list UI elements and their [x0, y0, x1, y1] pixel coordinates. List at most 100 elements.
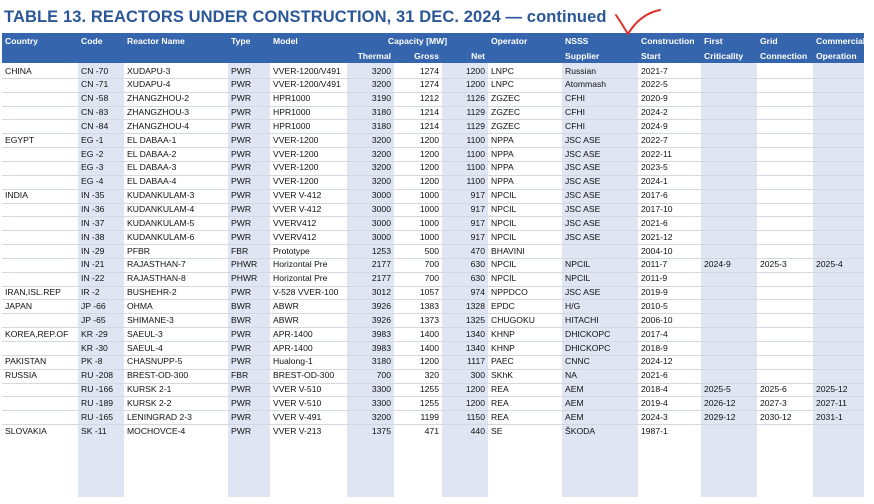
table-cell: EG -4 — [81, 176, 104, 187]
table-cell: 2027-3 — [760, 397, 787, 408]
table-cell: IN -29 — [81, 245, 105, 256]
table-title: TABLE 13. REACTORS UNDER CONSTRUCTION, 3… — [4, 8, 607, 26]
header-cell: Model — [273, 36, 298, 46]
table-cell: 2023-5 — [641, 162, 668, 173]
table-cell: 2024-12 — [641, 356, 673, 367]
table-cell: NPCIL — [491, 259, 517, 270]
table-cell: Horizontal Pre — [273, 273, 328, 284]
table-cell: PFBR — [127, 245, 150, 256]
table-cell: NA — [565, 370, 577, 381]
table-cell: HPR1000 — [273, 120, 311, 131]
table-cell: PWR — [231, 397, 252, 408]
table-cell: 2017-6 — [641, 190, 668, 201]
table-cell: JSC ASE — [565, 231, 601, 242]
table-cell: 2021-7 — [641, 65, 668, 76]
table-cell: ZHANGZHOU-4 — [127, 120, 190, 131]
table-cell: 3012 — [371, 287, 391, 298]
table-cell: PWR — [231, 162, 252, 173]
header-cell: Start — [641, 51, 661, 61]
table-cell: PWR — [231, 204, 252, 214]
table-cell: 2024-9 — [641, 120, 668, 131]
table-cell: 3180 — [371, 107, 391, 118]
row-divider — [2, 119, 864, 121]
row-divider — [2, 257, 864, 259]
table-cell: 500 — [424, 245, 439, 256]
row-divider — [2, 341, 864, 342]
table-cell: VVER V-510 — [273, 397, 322, 408]
header-cell: Capacity [MW] — [387, 36, 448, 46]
table-cell: 2025-12 — [816, 384, 848, 395]
table-cell: 320 — [424, 370, 439, 381]
table-cell: KR -29 — [81, 328, 108, 339]
table-cell: KURSK 2-2 — [127, 397, 172, 408]
table-cell: 1200 — [419, 356, 439, 367]
table-cell: BREST-OD-300 — [273, 370, 335, 381]
table-cell: CN -71 — [81, 79, 109, 90]
header-cell: NSSS — [565, 36, 589, 46]
row-divider — [2, 160, 864, 162]
table-cell: JSC ASE — [565, 217, 601, 228]
table-cell: PWR — [231, 217, 252, 228]
table-cell: 2018-9 — [641, 342, 668, 353]
table-cell: AEM — [565, 411, 584, 422]
table-cell: 2011-9 — [641, 273, 668, 284]
table-cell: NPCIL — [565, 259, 591, 270]
table-cell: Prototype — [273, 245, 310, 256]
table-cell: LENINGRAD 2-3 — [127, 411, 192, 422]
table-cell: 2025-6 — [760, 384, 787, 395]
row-divider — [2, 105, 864, 107]
table-cell: 1057 — [419, 287, 439, 298]
table-cell: PHWR — [231, 259, 258, 270]
table-cell: PWR — [231, 65, 252, 76]
table-cell: 630 — [470, 273, 485, 284]
table-cell: PWR — [231, 384, 252, 395]
table-cell: RAJASTHAN-8 — [127, 273, 186, 284]
table-cell: PAKISTAN — [5, 356, 47, 367]
table-cell: IN -38 — [81, 231, 105, 242]
table-cell: 917 — [470, 190, 485, 201]
table-cell: BWR — [231, 314, 252, 325]
table-cell: 2019-9 — [641, 287, 668, 298]
table-cell: 1199 — [420, 411, 439, 422]
table-cell: SHIMANE-3 — [127, 314, 174, 325]
table-cell: 2021-6 — [641, 370, 668, 381]
table-cell: 917 — [470, 217, 485, 228]
table-cell: FBR — [231, 370, 249, 381]
table-cell: JP -66 — [81, 300, 106, 311]
table-cell: 2031-1 — [816, 411, 843, 422]
table-cell: NPCIL — [491, 217, 517, 228]
row-divider — [2, 271, 864, 273]
table-cell: CHINA — [5, 65, 32, 76]
table-cell: REA — [491, 384, 509, 395]
header-band — [2, 33, 864, 63]
table-cell: 2017-10 — [641, 204, 673, 214]
table-cell: 300 — [470, 370, 485, 381]
header-cell: Criticality — [704, 51, 744, 61]
table-cell: 2004-10 — [641, 245, 673, 256]
table-cell: PWR — [231, 148, 252, 159]
header-cell: Thermal — [357, 51, 391, 61]
table-cell: BREST-OD-300 — [127, 370, 189, 381]
table-cell: 3180 — [371, 120, 391, 131]
row-divider — [2, 285, 864, 287]
table-cell: CFHI — [565, 120, 586, 131]
table-cell: 1400 — [419, 342, 439, 353]
table-cell: PWR — [231, 107, 252, 118]
table-cell: 1117 — [467, 356, 485, 367]
table-cell: 2177 — [371, 259, 391, 270]
column-shading — [701, 63, 757, 497]
table-cell: 700 — [376, 370, 391, 381]
table-cell: HITACHI — [565, 314, 599, 325]
table-cell: VVER V-213 — [273, 425, 322, 436]
table-cell: NPPA — [491, 176, 514, 187]
table-cell: BHAVINI — [491, 245, 525, 256]
row-divider — [2, 230, 864, 232]
table-cell: Hualong-1 — [273, 356, 313, 367]
header-cell: Code — [81, 36, 103, 46]
table-cell: IR -2 — [81, 287, 100, 298]
table-cell: 3300 — [371, 397, 391, 408]
table-cell: 1000 — [419, 217, 439, 228]
table-cell: 2022-5 — [641, 79, 668, 90]
table-cell: 1214 — [419, 107, 439, 118]
table-cell: 2011-7 — [641, 259, 668, 270]
